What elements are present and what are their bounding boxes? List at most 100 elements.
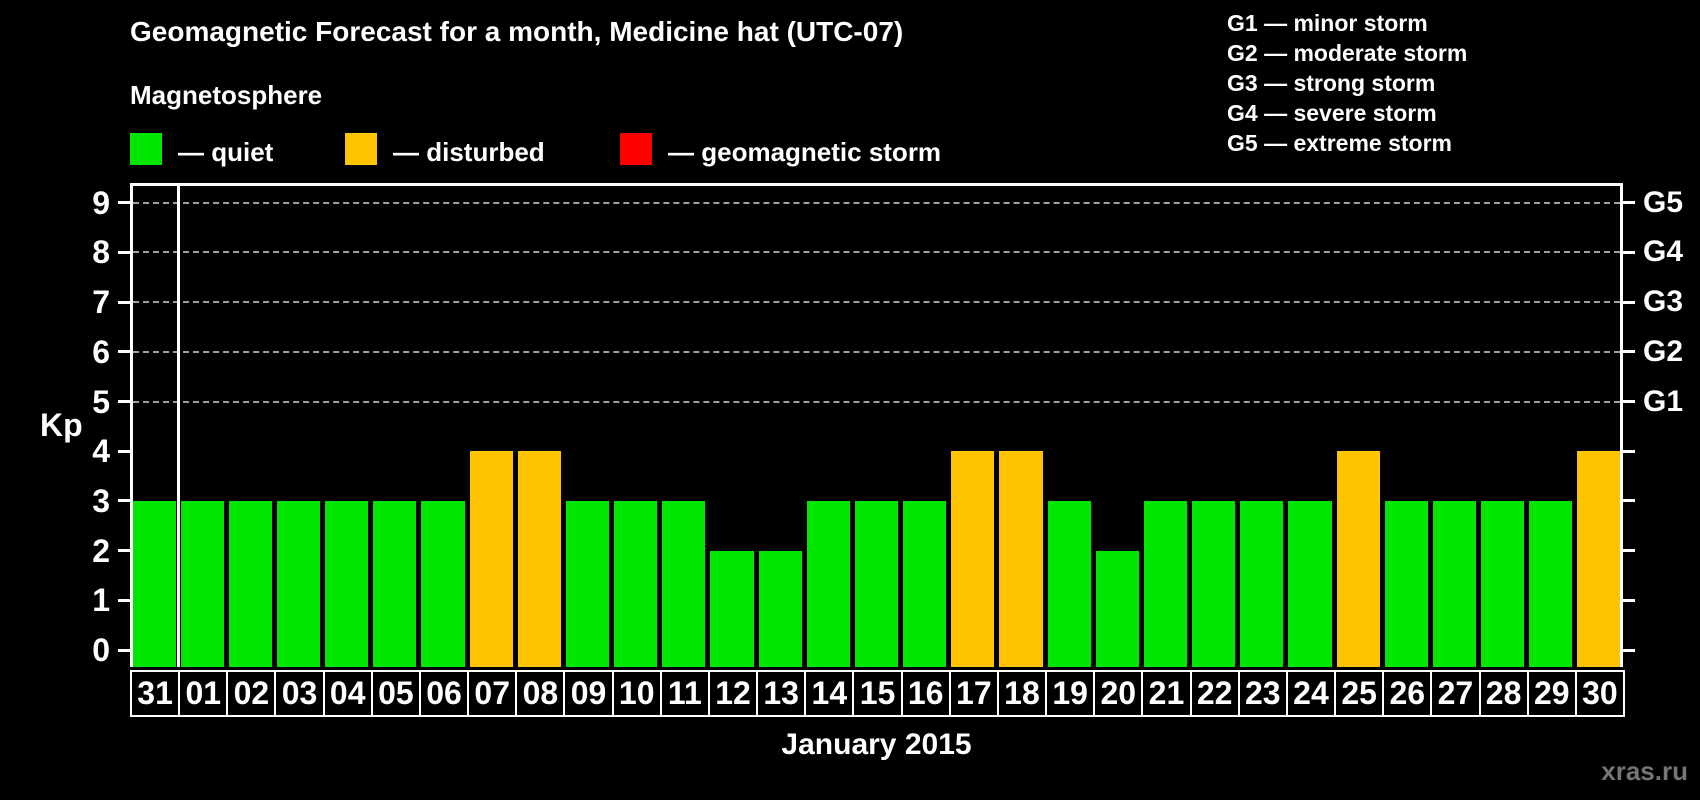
disturbed-legend-label: — disturbed — [393, 137, 545, 167]
day-label-cell-25: 25 — [1334, 670, 1385, 717]
day-bar-16 — [903, 500, 947, 667]
day-bar-11 — [662, 500, 706, 667]
month-separator-line — [176, 183, 180, 667]
day-bar-03 — [276, 500, 321, 667]
g-scale-legend-line: G3 — strong storm — [1227, 70, 1436, 96]
day-label-cell-15: 15 — [852, 670, 903, 717]
kp-tick-left — [118, 250, 130, 254]
g-axis-label-G4: G4 — [1643, 235, 1684, 269]
quiet-legend-swatch — [130, 133, 162, 165]
day-bar-21 — [1143, 500, 1188, 667]
kp-tick-right — [1623, 400, 1635, 403]
kp-tick-right — [1623, 648, 1635, 652]
kp-tick-label: 5 — [92, 383, 110, 420]
day-label-cell-05: 05 — [370, 670, 421, 717]
plot-area — [130, 183, 1623, 667]
day-bar-24 — [1288, 500, 1332, 667]
kp-tick-label: 7 — [92, 284, 110, 321]
day-bar-14 — [806, 500, 850, 667]
x-axis-title: January 2015 — [781, 728, 972, 761]
day-label-cell-09: 09 — [563, 670, 614, 717]
day-bar-31 — [132, 500, 176, 667]
kp-tick-right — [1623, 598, 1635, 602]
kp-tick-left — [118, 499, 130, 503]
g-scale-legend-line: G4 — severe storm — [1227, 100, 1437, 126]
kp-tick-left — [118, 300, 130, 304]
day-label-cell-07: 07 — [467, 670, 518, 717]
day-bar-05 — [373, 500, 417, 667]
page-title: Geomagnetic Forecast for a month, Medici… — [130, 16, 904, 47]
kp-tick-right — [1623, 300, 1635, 304]
day-bar-18 — [999, 451, 1043, 667]
day-bar-28 — [1481, 500, 1525, 667]
storm-legend-label: — geomagnetic storm — [668, 137, 942, 167]
kp-tick-label: 0 — [92, 632, 110, 668]
kp-tick-left — [118, 598, 130, 602]
kp-tick-left — [118, 449, 130, 453]
day-bar-20 — [1095, 550, 1139, 667]
day-label-cell-26: 26 — [1382, 670, 1433, 717]
quiet-legend-label: — quiet — [178, 137, 274, 167]
gridline-kp-9 — [133, 201, 1620, 204]
day-label-cell-01: 01 — [178, 670, 229, 717]
day-label-cell-02: 02 — [226, 670, 277, 717]
day-label-cell-10: 10 — [611, 670, 662, 717]
day-bar-08 — [517, 451, 561, 667]
g-axis-label-G3: G3 — [1643, 285, 1684, 319]
kp-tick-label: 1 — [92, 582, 110, 619]
kp-tick-label: 2 — [92, 532, 110, 569]
day-bar-07 — [469, 451, 513, 667]
day-bar-13 — [758, 550, 802, 667]
day-label-cell-08: 08 — [515, 670, 566, 717]
kp-tick-right — [1623, 201, 1635, 205]
day-label-cell-19: 19 — [1045, 670, 1096, 717]
g-scale-legend: G1 — minor storm G2 — moderate storm G3 — … — [1227, 8, 1467, 158]
kp-tick-left — [118, 400, 130, 403]
day-label-cell-21: 21 — [1141, 670, 1192, 717]
kp-tick-left — [118, 350, 130, 354]
kp-tick-label: 9 — [92, 184, 110, 221]
kp-tick-label: 3 — [92, 482, 110, 519]
day-bar-17 — [951, 451, 995, 667]
day-label-cell-22: 22 — [1189, 670, 1240, 717]
g-axis-label-G1: G1 — [1643, 384, 1684, 418]
day-label-cell-11: 11 — [659, 670, 710, 717]
day-label-cell-06: 06 — [418, 670, 470, 717]
day-bar-15 — [854, 500, 899, 667]
kp-tick-left — [118, 648, 130, 652]
day-label-cell-31: 31 — [130, 670, 181, 717]
kp-tick-left — [118, 549, 130, 553]
storm-legend-swatch — [620, 133, 652, 165]
kp-tick-label: 4 — [92, 433, 110, 470]
gridline-kp-6 — [133, 350, 1620, 353]
watermark: xras.ru — [1601, 756, 1688, 786]
g-axis-label-G5: G5 — [1643, 185, 1684, 219]
day-bar-06 — [421, 500, 465, 667]
day-bar-26 — [1384, 500, 1428, 667]
kp-tick-label: 8 — [92, 234, 110, 271]
day-bar-30 — [1577, 451, 1621, 667]
day-label-cell-13: 13 — [756, 670, 807, 717]
gridline-kp-7 — [133, 301, 1620, 304]
day-bar-25 — [1336, 451, 1380, 667]
day-bar-27 — [1432, 500, 1476, 667]
day-bar-29 — [1529, 500, 1573, 667]
day-bar-02 — [228, 500, 272, 667]
day-bar-19 — [1047, 500, 1091, 667]
g-scale-legend-line: G5 — extreme storm — [1227, 130, 1452, 156]
day-bar-23 — [1240, 500, 1284, 667]
day-label-cell-30: 30 — [1574, 670, 1625, 717]
day-label-cell-29: 29 — [1526, 670, 1577, 717]
day-label-cell-16: 16 — [900, 670, 951, 717]
day-label-cell-23: 23 — [1237, 670, 1288, 717]
day-label-cell-18: 18 — [996, 670, 1048, 717]
g-axis-label-G2: G2 — [1643, 334, 1684, 368]
day-bar-01 — [180, 500, 224, 667]
g-scale-legend-line: G2 — moderate storm — [1227, 40, 1468, 66]
kp-tick-right — [1623, 250, 1635, 254]
day-label-cell-20: 20 — [1093, 670, 1144, 717]
day-label-cell-27: 27 — [1430, 670, 1481, 717]
kp-tick-left — [118, 201, 130, 205]
day-bar-12 — [710, 550, 754, 667]
